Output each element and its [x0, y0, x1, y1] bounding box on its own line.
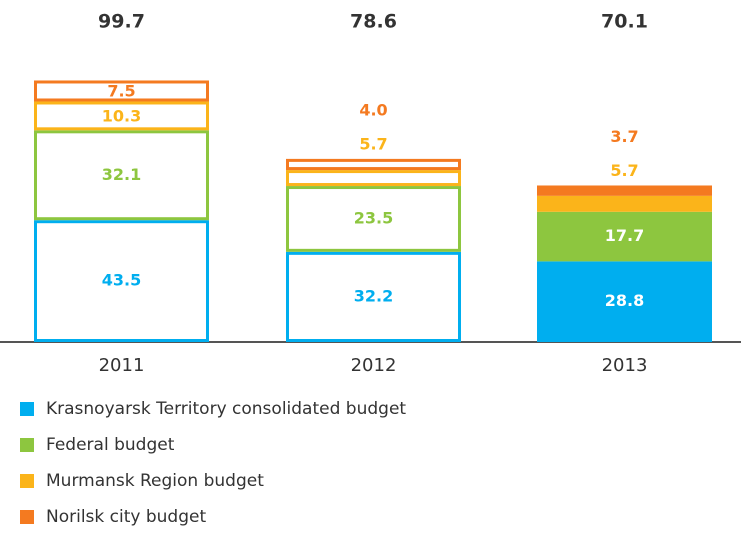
total-label: 99.7	[98, 11, 145, 33]
bar-segment	[34, 101, 209, 131]
bar-segment	[537, 261, 712, 342]
x-tick-label: 2012	[351, 355, 397, 376]
bar-segment	[286, 158, 461, 171]
value-label: 28.8	[605, 291, 644, 310]
value-label: 17.7	[605, 226, 644, 245]
value-label: 32.1	[102, 165, 141, 184]
total-label: 70.1	[601, 11, 648, 33]
bar-segment	[537, 195, 712, 212]
legend-swatch	[20, 510, 34, 524]
legend-label: Krasnoyarsk Territory consolidated budge…	[46, 399, 406, 419]
bar-segment	[537, 211, 712, 262]
legend-label: Federal budget	[46, 435, 175, 455]
bar-segment	[537, 185, 712, 196]
x-tick-label: 2013	[602, 355, 648, 376]
value-label: 43.5	[102, 271, 141, 290]
total-label: 78.6	[350, 11, 397, 33]
bar-segment	[286, 186, 461, 252]
bar-segment	[286, 170, 461, 187]
bar-segment	[34, 80, 209, 102]
value-label: 5.7	[610, 161, 638, 180]
value-label: 5.7	[359, 134, 387, 153]
legend-swatch	[20, 474, 34, 488]
value-label: 23.5	[354, 208, 393, 227]
value-label: 10.3	[102, 106, 141, 125]
legend-swatch	[20, 402, 34, 416]
x-tick-label: 2011	[99, 355, 145, 376]
value-label: 3.7	[610, 127, 638, 146]
bar-segment	[34, 220, 209, 342]
legend-label: Norilsk city budget	[46, 507, 206, 527]
bar-segment	[286, 251, 461, 342]
value-label: 7.5	[107, 81, 135, 100]
legend-swatch	[20, 438, 34, 452]
value-label: 4.0	[359, 100, 387, 119]
legend-label: Murmansk Region budget	[46, 471, 264, 491]
bar-segment	[34, 130, 209, 221]
value-label: 32.2	[354, 286, 393, 305]
